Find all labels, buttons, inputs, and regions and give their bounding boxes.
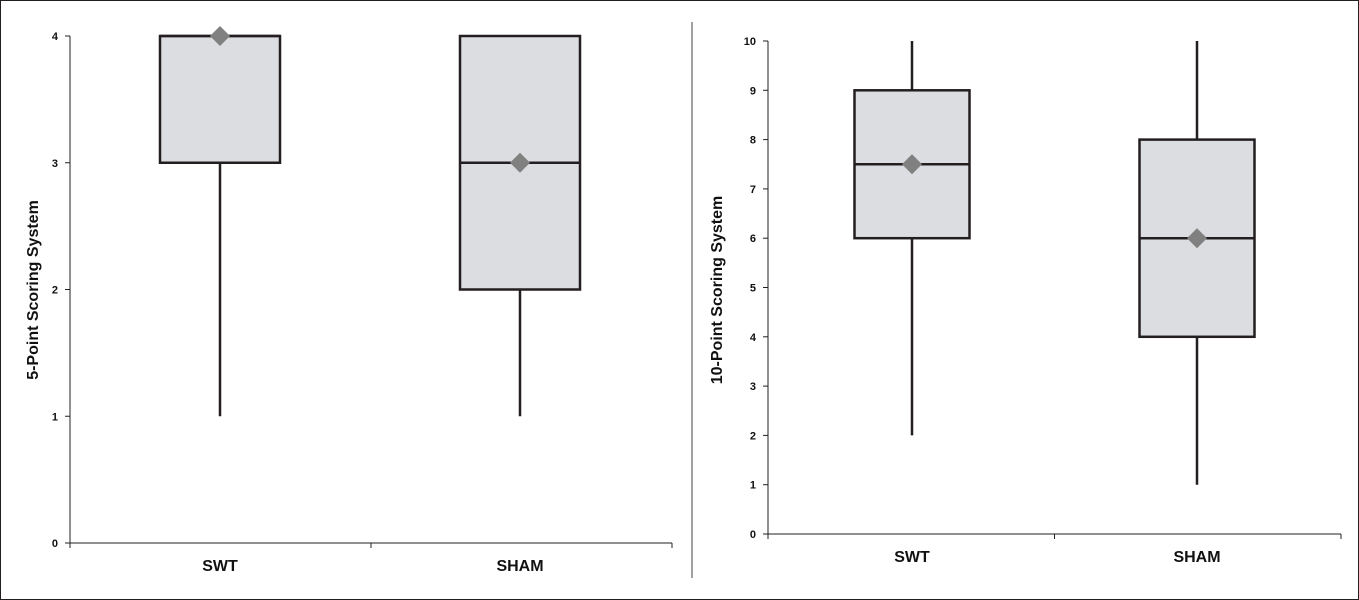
mean-marker [510, 152, 530, 173]
y-tick-label: 1 [750, 480, 756, 492]
y-tick-label: 1 [52, 411, 58, 423]
x-category-label: SWT [894, 549, 930, 566]
y-axis-title: 5-Point Scoring System [25, 200, 42, 380]
y-axis-title: 10-Point Scoring System [709, 196, 726, 385]
x-category-label: SWT [202, 558, 238, 575]
y-tick-label: 6 [750, 233, 756, 245]
y-tick-label: 4 [52, 31, 59, 43]
x-category-label: SHAM [1173, 549, 1220, 566]
chart-panel-10-point: 0 1 2 3 4 5 6 7 8 9 10 SWT SHAM 10-Point Scoring Syst… [709, 36, 1342, 566]
y-tick-label: 0 [52, 538, 58, 550]
y-tick-label: 3 [750, 381, 756, 393]
chart-panel-5-point: 0 1 2 3 4 SWT SHAM 5-Point Scoring System [25, 26, 673, 575]
y-tick-label: 9 [750, 85, 756, 97]
y-tick-label: 10 [744, 36, 756, 48]
mean-marker [1187, 228, 1207, 249]
y-tick-label: 8 [750, 135, 756, 147]
box-iqr [158, 34, 282, 164]
y-tick-label: 3 [52, 158, 58, 170]
y-tick-label: 7 [750, 184, 756, 196]
x-category-label: SHAM [496, 558, 543, 575]
mean-marker [210, 26, 230, 46]
y-tick-label: 5 [750, 283, 756, 295]
y-tick-label: 4 [750, 332, 757, 344]
mean-marker [902, 154, 922, 175]
y-tick-label: 2 [750, 430, 756, 442]
y-tick-label: 2 [52, 285, 58, 297]
y-tick-label: 0 [750, 529, 756, 541]
